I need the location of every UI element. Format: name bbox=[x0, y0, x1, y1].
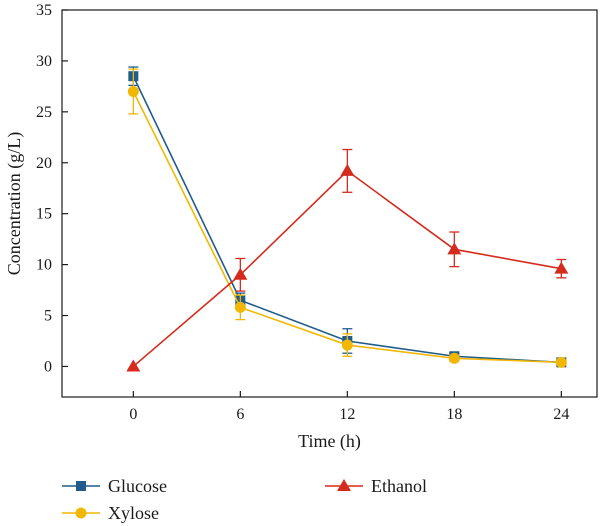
x-tick-label: 24 bbox=[553, 406, 569, 423]
y-tick-label: 15 bbox=[36, 206, 52, 223]
legend-label: Ethanol bbox=[371, 476, 427, 496]
series-ethanol bbox=[126, 148, 569, 372]
y-tick-label: 20 bbox=[36, 155, 52, 172]
series-line bbox=[132, 91, 562, 364]
data-point bbox=[448, 352, 460, 364]
data-point bbox=[340, 163, 355, 176]
legend: Glucose Xylose Ethanol bbox=[62, 476, 427, 523]
legend-item-xylose: Xylose bbox=[62, 503, 159, 523]
y-tick-label: 25 bbox=[36, 104, 52, 121]
data-point bbox=[233, 267, 248, 280]
legend-marker bbox=[75, 507, 87, 519]
data-point bbox=[554, 261, 569, 274]
legend-item-glucose: Glucose bbox=[62, 476, 167, 496]
plot-area bbox=[61, 9, 598, 398]
legend-marker bbox=[337, 479, 351, 491]
data-point bbox=[234, 301, 246, 313]
x-tick-label: 12 bbox=[339, 406, 355, 423]
series-glucose bbox=[128, 66, 567, 368]
legend-label: Xylose bbox=[108, 503, 159, 523]
data-point bbox=[341, 339, 353, 351]
y-axis-title: Concentration (g/L) bbox=[4, 132, 25, 275]
y-tick-label: 10 bbox=[36, 257, 52, 274]
legend-label: Glucose bbox=[108, 476, 167, 496]
data-point bbox=[127, 85, 139, 97]
legend-marker bbox=[76, 481, 86, 491]
y-tick-label: 30 bbox=[36, 53, 52, 70]
series-xylose bbox=[127, 68, 567, 368]
x-tick-label: 6 bbox=[236, 406, 244, 423]
series-layer bbox=[126, 66, 569, 372]
x-tick-label: 0 bbox=[129, 406, 137, 423]
y-tick-label: 35 bbox=[36, 2, 52, 19]
legend-item-ethanol: Ethanol bbox=[325, 476, 427, 496]
data-point bbox=[555, 356, 567, 368]
x-tick-label: 18 bbox=[446, 406, 462, 423]
plot-frame bbox=[61, 9, 598, 398]
y-axis: 0 5 10 15 20 25 30 35 bbox=[36, 2, 68, 375]
y-tick-label: 0 bbox=[44, 358, 52, 375]
x-axis: 0 6 12 18 24 bbox=[129, 391, 569, 423]
x-axis-title: Time (h) bbox=[298, 431, 361, 452]
data-point bbox=[447, 242, 462, 255]
y-tick-label: 5 bbox=[44, 308, 52, 325]
data-point bbox=[126, 359, 141, 372]
